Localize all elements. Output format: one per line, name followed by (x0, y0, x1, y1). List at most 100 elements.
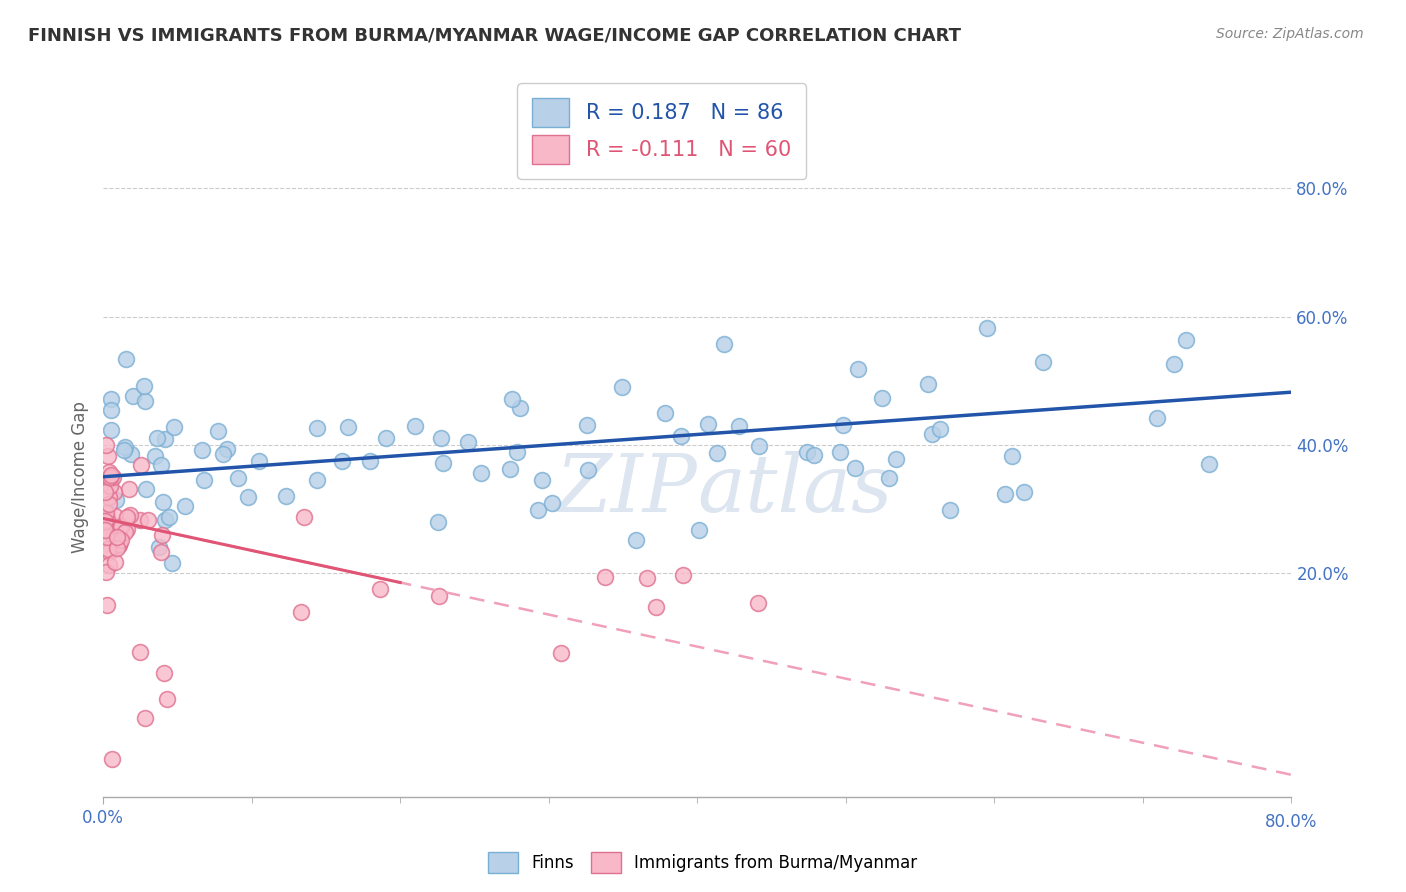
Point (672, 568, 695, 582)
Point (128, 513, 150, 527)
Point (290, 605, 312, 619)
Point (292, 510, 315, 524)
Point (97, 490, 120, 504)
Point (375, 431, 398, 445)
Point (153, 432, 176, 446)
Point (134, 711, 156, 725)
Point (509, 401, 531, 415)
Point (103, 484, 125, 499)
Text: atlas: atlas (697, 450, 893, 528)
Point (426, 515, 449, 529)
Point (96, 506, 118, 520)
Point (697, 417, 720, 432)
Point (97, 465, 120, 479)
Point (1146, 411, 1168, 425)
Point (100, 424, 122, 438)
Point (153, 513, 176, 527)
Point (669, 428, 692, 442)
Point (160, 556, 183, 570)
Point (96, 598, 118, 612)
Point (576, 463, 599, 477)
Point (134, 393, 156, 408)
Point (107, 538, 129, 552)
Point (101, 469, 124, 483)
Point (624, 533, 647, 547)
Point (470, 466, 492, 480)
Point (644, 600, 666, 615)
Point (150, 528, 173, 542)
Point (531, 473, 554, 487)
Point (276, 489, 298, 503)
Point (97, 541, 120, 556)
Point (831, 417, 853, 432)
Point (110, 533, 132, 547)
Point (610, 380, 633, 394)
Point (404, 419, 426, 434)
Point (115, 522, 138, 536)
Point (796, 444, 818, 458)
Point (921, 426, 943, 441)
Point (104, 508, 127, 523)
Point (145, 431, 167, 445)
Point (98, 470, 121, 484)
Point (884, 451, 907, 466)
Point (100, 392, 122, 407)
Point (96, 530, 118, 544)
Point (368, 582, 391, 596)
Legend: Finns, Immigrants from Burma/Myanmar: Finns, Immigrants from Burma/Myanmar (482, 846, 924, 880)
Point (100, 402, 122, 417)
Point (115, 352, 138, 367)
Point (499, 461, 522, 475)
Point (527, 503, 550, 517)
Point (636, 571, 658, 585)
Point (105, 533, 128, 548)
Point (1163, 357, 1185, 371)
Point (1174, 333, 1197, 347)
Point (97, 558, 120, 572)
Point (1198, 457, 1220, 471)
Point (148, 540, 170, 554)
Point (105, 530, 128, 544)
Point (94, 485, 117, 500)
Point (595, 570, 617, 584)
Text: 80.0%: 80.0% (1265, 814, 1317, 831)
Point (98, 497, 121, 511)
Point (215, 442, 238, 456)
Point (501, 392, 523, 406)
Point (550, 646, 572, 660)
Point (846, 361, 869, 376)
Point (976, 321, 998, 335)
Point (143, 449, 166, 463)
Y-axis label: Wage/Income Gap: Wage/Income Gap (72, 401, 89, 553)
Point (149, 458, 172, 472)
Point (101, 529, 124, 543)
Point (359, 454, 381, 468)
Point (114, 524, 136, 539)
Point (98, 545, 121, 559)
Point (828, 445, 851, 459)
Point (97, 450, 120, 464)
Point (96, 510, 118, 524)
Point (110, 519, 132, 533)
Point (330, 454, 353, 468)
Point (193, 473, 215, 487)
Point (706, 446, 728, 460)
Point (129, 644, 152, 658)
Point (1012, 485, 1035, 500)
Text: Source: ZipAtlas.com: Source: ZipAtlas.com (1216, 27, 1364, 41)
Point (93, 536, 115, 550)
Point (108, 522, 131, 536)
Point (129, 458, 152, 472)
Point (174, 499, 197, 513)
Point (120, 508, 142, 523)
Point (96, 513, 118, 527)
Point (844, 461, 866, 475)
Point (688, 523, 710, 537)
Point (747, 596, 769, 610)
Point (430, 431, 453, 445)
Point (1032, 354, 1054, 368)
Point (457, 435, 479, 450)
Point (132, 379, 155, 393)
Point (540, 496, 562, 510)
Point (115, 510, 138, 524)
